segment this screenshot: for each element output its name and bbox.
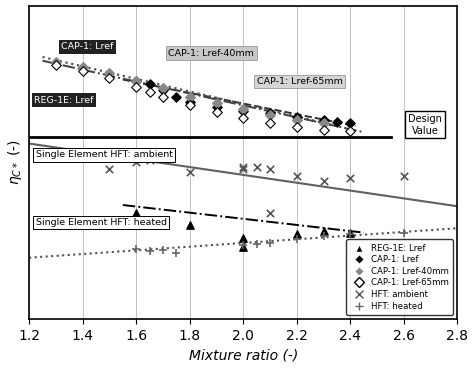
- Point: [266, 166, 274, 171]
- Point: [132, 246, 140, 252]
- Point: [400, 230, 408, 236]
- Point: [320, 178, 328, 184]
- Point: [132, 210, 140, 216]
- Text: REG-1E: Lref: REG-1E: Lref: [35, 96, 94, 105]
- Point: [239, 164, 247, 170]
- Text: CAP-1: Lref-40mm: CAP-1: Lref-40mm: [168, 49, 254, 58]
- Point: [239, 116, 247, 121]
- Text: Design
Value: Design Value: [409, 114, 442, 135]
- Point: [159, 93, 167, 99]
- Point: [346, 175, 354, 181]
- Point: [293, 114, 301, 120]
- Point: [213, 100, 220, 106]
- Point: [293, 117, 301, 123]
- Point: [146, 89, 154, 95]
- Point: [346, 231, 354, 237]
- Point: [132, 78, 140, 84]
- Point: [400, 173, 408, 179]
- Point: [159, 247, 167, 253]
- Point: [239, 235, 247, 241]
- Point: [293, 173, 301, 179]
- Point: [293, 236, 301, 242]
- Point: [52, 59, 60, 65]
- Point: [266, 121, 274, 127]
- Text: CAP-1: Lref: CAP-1: Lref: [61, 42, 114, 52]
- Legend: REG-1E: Lref, CAP-1: Lref, CAP-1: Lref-40mm, CAP-1: Lref-65mm, HFT: ambient, HFT: REG-1E: Lref, CAP-1: Lref, CAP-1: Lref-4…: [346, 239, 453, 315]
- Point: [266, 240, 274, 245]
- Point: [146, 158, 154, 163]
- Text: CAP-1: Lref-65mm: CAP-1: Lref-65mm: [256, 77, 343, 86]
- Y-axis label: $\eta_{C*}$ (-): $\eta_{C*}$ (-): [6, 139, 24, 185]
- Point: [239, 106, 247, 112]
- Point: [266, 110, 274, 116]
- Point: [146, 248, 154, 254]
- Point: [346, 128, 354, 134]
- Text: Single Element HFT: ambient: Single Element HFT: ambient: [36, 151, 173, 159]
- Point: [132, 84, 140, 90]
- Point: [79, 68, 86, 74]
- Point: [173, 250, 180, 256]
- Point: [239, 166, 247, 171]
- Point: [266, 112, 274, 118]
- Point: [213, 104, 220, 110]
- Point: [173, 93, 180, 99]
- Point: [320, 229, 328, 234]
- Point: [159, 87, 167, 93]
- Point: [52, 62, 60, 68]
- Text: Single Element HFT: heated: Single Element HFT: heated: [36, 218, 167, 227]
- Point: [239, 108, 247, 114]
- Point: [320, 121, 328, 127]
- Point: [293, 124, 301, 130]
- Point: [266, 210, 274, 216]
- Point: [106, 166, 113, 171]
- Point: [320, 127, 328, 133]
- Point: [186, 169, 193, 175]
- Point: [186, 222, 193, 228]
- Point: [333, 118, 341, 124]
- Point: [132, 159, 140, 165]
- Point: [186, 99, 193, 105]
- Point: [213, 109, 220, 115]
- Point: [346, 121, 354, 127]
- Point: [253, 241, 260, 247]
- Point: [132, 78, 140, 84]
- Point: [146, 81, 154, 87]
- Point: [106, 70, 113, 76]
- X-axis label: Mixture ratio (-): Mixture ratio (-): [189, 348, 298, 362]
- Point: [239, 244, 247, 250]
- Point: [346, 230, 354, 236]
- Point: [320, 233, 328, 239]
- Point: [253, 164, 260, 170]
- Point: [186, 102, 193, 107]
- Point: [159, 85, 167, 91]
- Point: [186, 93, 193, 99]
- Point: [320, 117, 328, 123]
- Point: [79, 64, 86, 70]
- Point: [239, 242, 247, 248]
- Point: [293, 231, 301, 237]
- Point: [106, 75, 113, 81]
